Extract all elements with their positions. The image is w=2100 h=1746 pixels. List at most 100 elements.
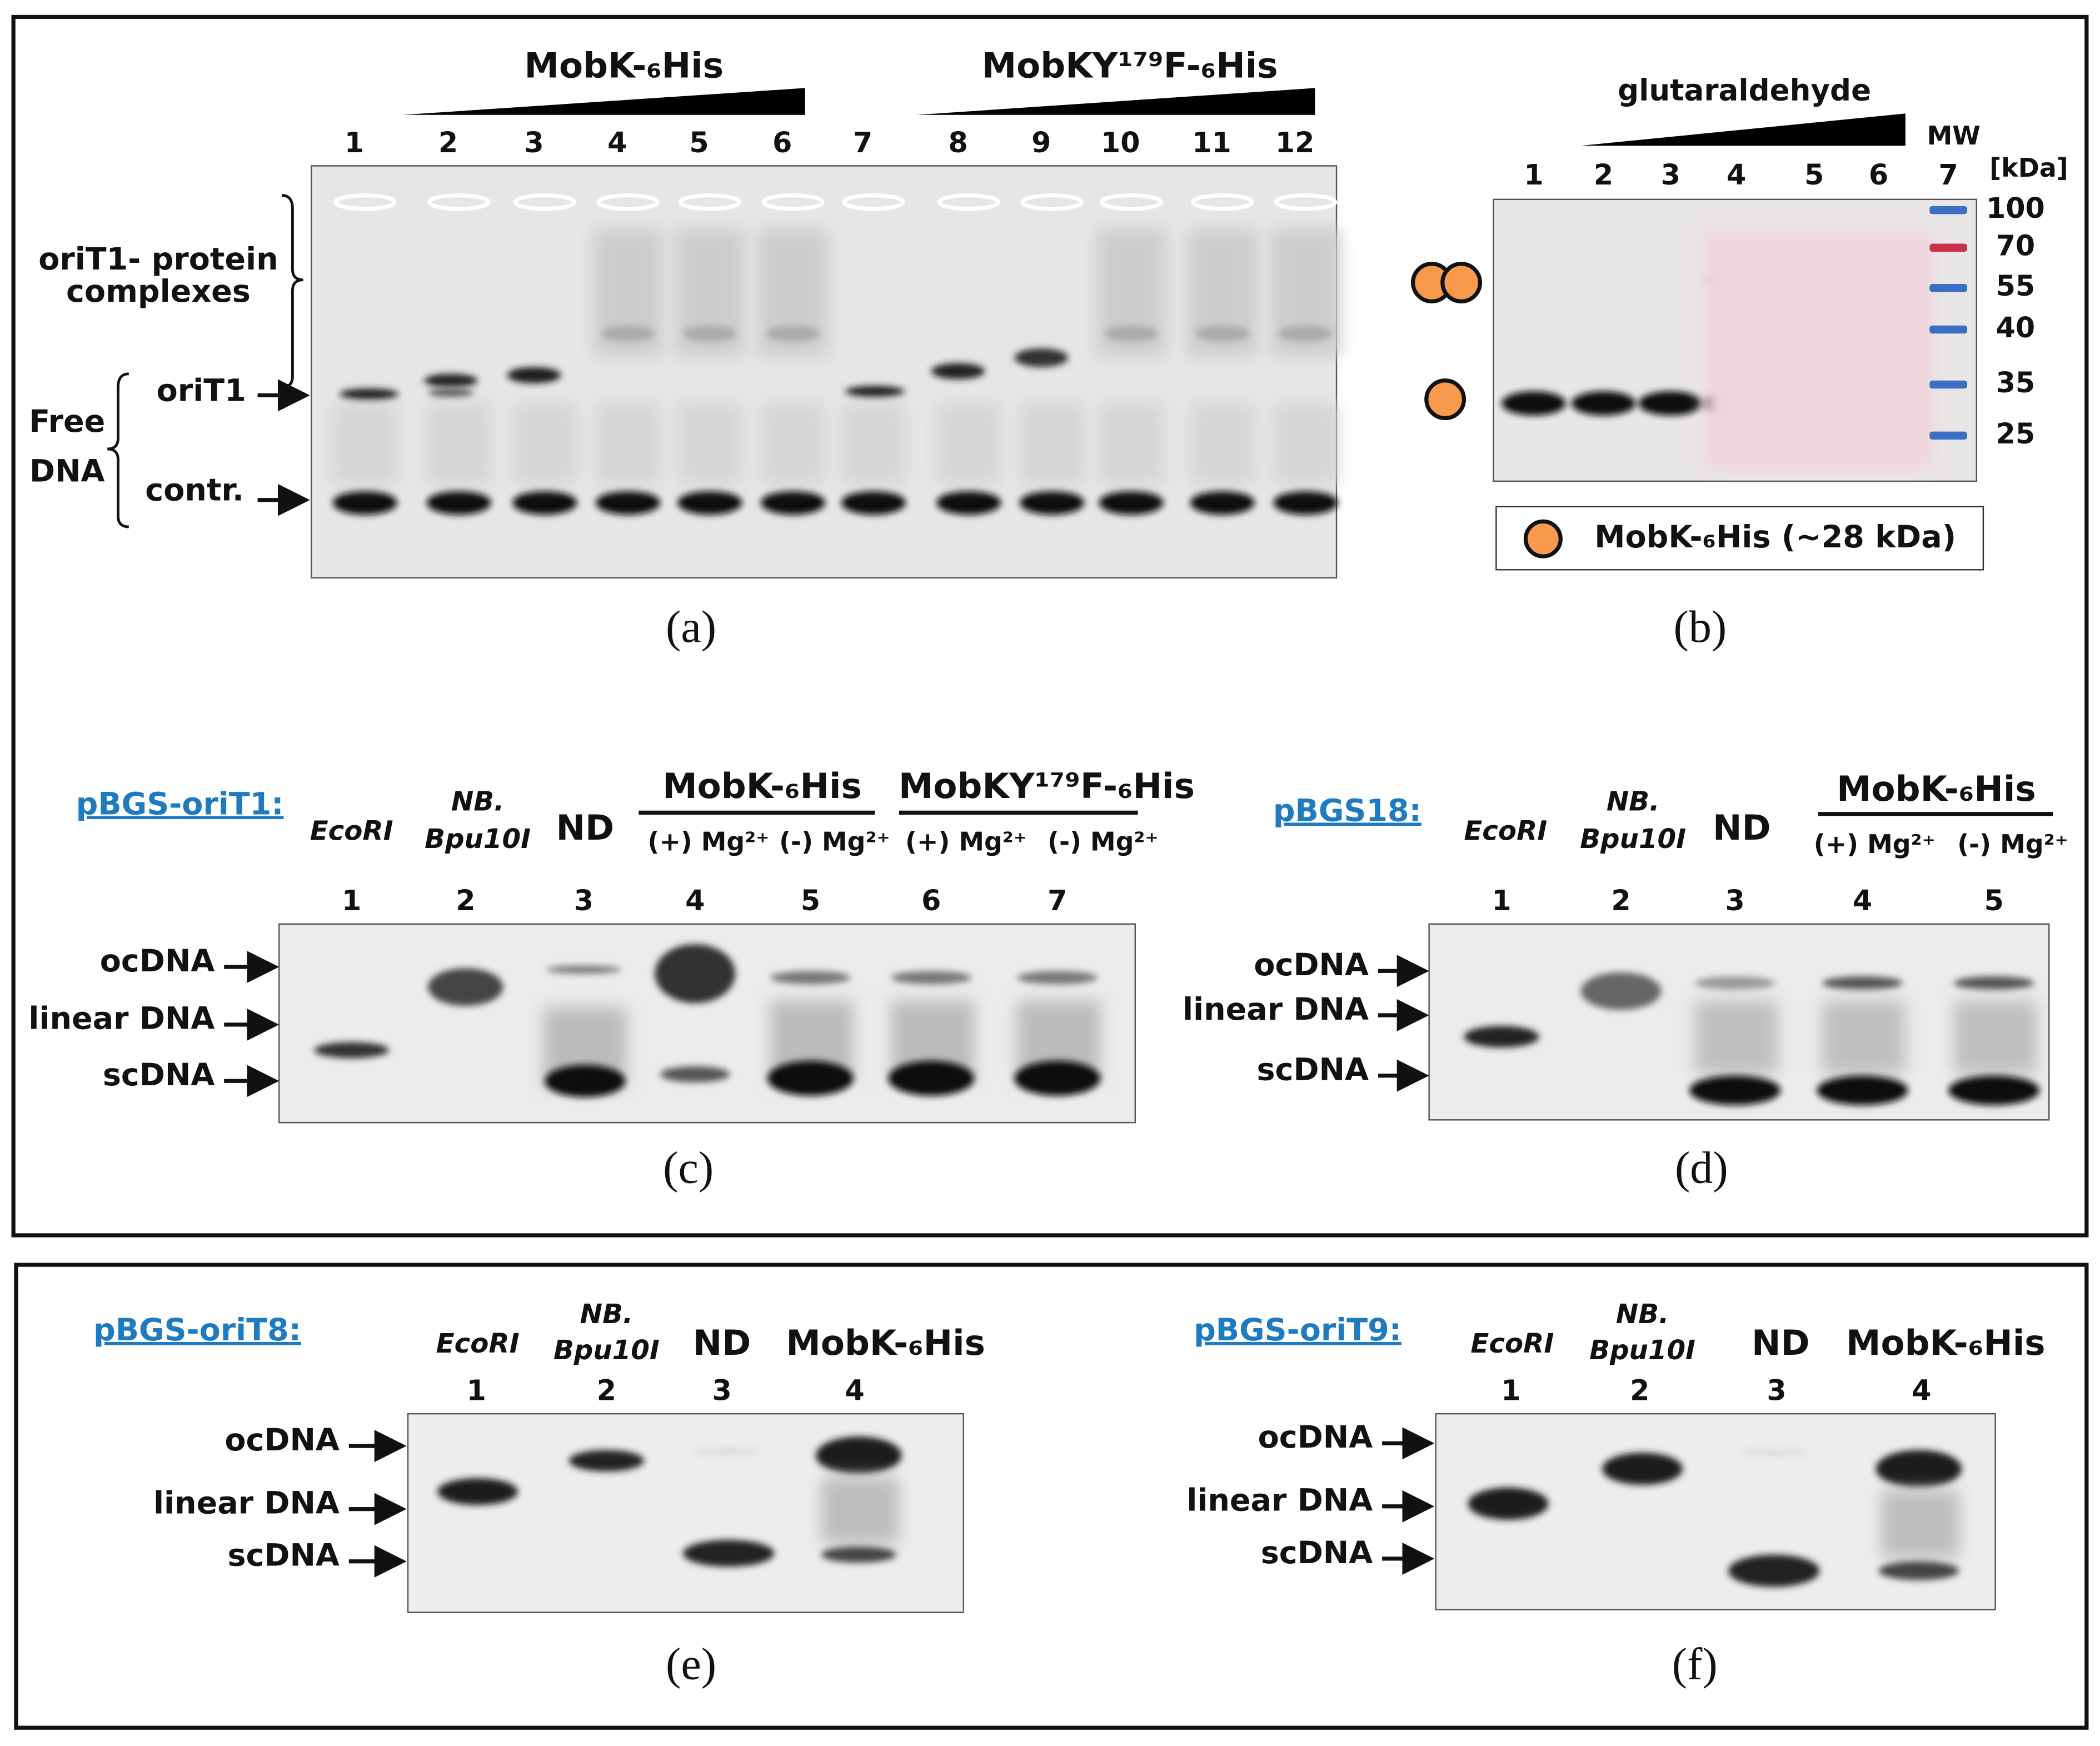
enzyme-label: EcoRI — [1464, 816, 1547, 847]
lane-number: 2 — [456, 884, 475, 917]
lane-number: 4 — [1853, 884, 1872, 917]
enzyme-label: NB. — [1607, 786, 1660, 817]
enzyme-label: EcoRI — [310, 816, 393, 847]
form-label: linear DNA — [1186, 1483, 1373, 1519]
marker-band — [1929, 283, 1967, 292]
band — [1020, 490, 1085, 515]
lane-number: 2 — [1594, 158, 1613, 191]
band — [891, 971, 972, 985]
lane-number: 12 — [1275, 126, 1315, 159]
lane-number: 3 — [1661, 158, 1680, 191]
band — [683, 325, 737, 342]
well — [678, 193, 742, 211]
well — [427, 193, 491, 211]
condition-label: (+) Mg²⁺ — [1814, 829, 1936, 859]
band — [1728, 1554, 1820, 1587]
band — [1953, 976, 2034, 990]
band — [677, 490, 742, 515]
marker-band — [1929, 206, 1967, 214]
band — [1878, 1561, 1959, 1580]
band — [841, 490, 906, 515]
smear — [1881, 1490, 1959, 1558]
well — [513, 193, 577, 211]
band — [691, 1447, 761, 1455]
gradient-wedge — [402, 88, 805, 115]
lane-number: 8 — [948, 126, 967, 159]
band — [512, 490, 577, 515]
band — [1017, 971, 1098, 985]
form-label: linear DNA — [1183, 991, 1369, 1027]
caption: (f) — [1672, 1639, 1718, 1689]
caption: (e) — [666, 1639, 716, 1689]
lane-number: 2 — [1611, 884, 1630, 917]
lane-number: 4 — [845, 1374, 865, 1406]
lane-number: 9 — [1031, 126, 1051, 159]
form-label: ocDNA — [1258, 1419, 1373, 1455]
marker-label: 100 — [1986, 192, 2045, 225]
smear — [1694, 1000, 1778, 1075]
brace — [281, 194, 303, 389]
lane-number: 11 — [1192, 126, 1231, 159]
well — [333, 193, 397, 211]
condition-label: (-) Mg²⁺ — [779, 826, 890, 856]
band — [936, 490, 1001, 515]
band — [1279, 325, 1333, 342]
band — [770, 971, 851, 985]
well — [1020, 193, 1084, 211]
brace — [107, 372, 129, 528]
label: DNA — [29, 453, 105, 490]
lane-number: 1 — [1501, 1374, 1520, 1406]
form-label: scDNA — [1257, 1052, 1369, 1088]
group-label: MobK-₆His — [525, 45, 724, 86]
lane-number: 1 — [467, 1374, 486, 1406]
dimer-icon — [1440, 262, 1483, 303]
label: MW — [1927, 121, 1981, 151]
smear — [1704, 228, 1933, 471]
enzyme-label: Bpu10I — [1589, 1335, 1695, 1366]
band — [1104, 325, 1158, 342]
label: ND — [1752, 1323, 1810, 1363]
band — [1638, 391, 1703, 416]
band — [1099, 490, 1164, 515]
band — [767, 1061, 854, 1096]
legend — [1495, 506, 1984, 571]
lane-number: 4 — [1727, 158, 1746, 191]
form-label: linear DNA — [28, 1001, 215, 1037]
gel — [311, 165, 1338, 578]
form-label: scDNA — [1261, 1535, 1373, 1571]
form-label: scDNA — [227, 1538, 339, 1574]
band — [1739, 1448, 1809, 1457]
well — [761, 193, 825, 211]
smear — [596, 403, 661, 484]
condition-label: (+) Mg²⁺ — [905, 826, 1027, 856]
lane-number: 3 — [524, 126, 543, 159]
band — [1195, 325, 1250, 342]
lane-number: 10 — [1101, 126, 1140, 159]
gradient-wedge — [1580, 113, 1906, 146]
lane-number: 3 — [712, 1374, 731, 1406]
frame — [11, 14, 2089, 1238]
legend-icon — [1523, 519, 1563, 558]
band — [761, 490, 826, 515]
lane-number: 2 — [1630, 1374, 1649, 1406]
condition-label: (+) Mg²⁺ — [647, 826, 769, 856]
enzyme-label: Bpu10I — [425, 824, 531, 855]
band — [931, 363, 985, 380]
lane-number: 5 — [801, 884, 820, 917]
band — [821, 1547, 897, 1563]
smear — [821, 1476, 899, 1544]
smear — [841, 403, 906, 484]
band — [339, 388, 399, 400]
lane-number: 5 — [689, 126, 709, 159]
lane-number: 6 — [921, 884, 941, 917]
band — [1273, 490, 1338, 515]
caption: (c) — [663, 1142, 714, 1193]
lane-number: 7 — [1047, 884, 1067, 917]
band — [888, 1061, 975, 1096]
plasmid-label: pBGS-oriT9: — [1194, 1312, 1401, 1348]
smear — [677, 403, 742, 484]
smear — [761, 403, 826, 484]
bands — [314, 193, 2040, 1587]
group-label: MobK-₆His — [1846, 1323, 2046, 1363]
